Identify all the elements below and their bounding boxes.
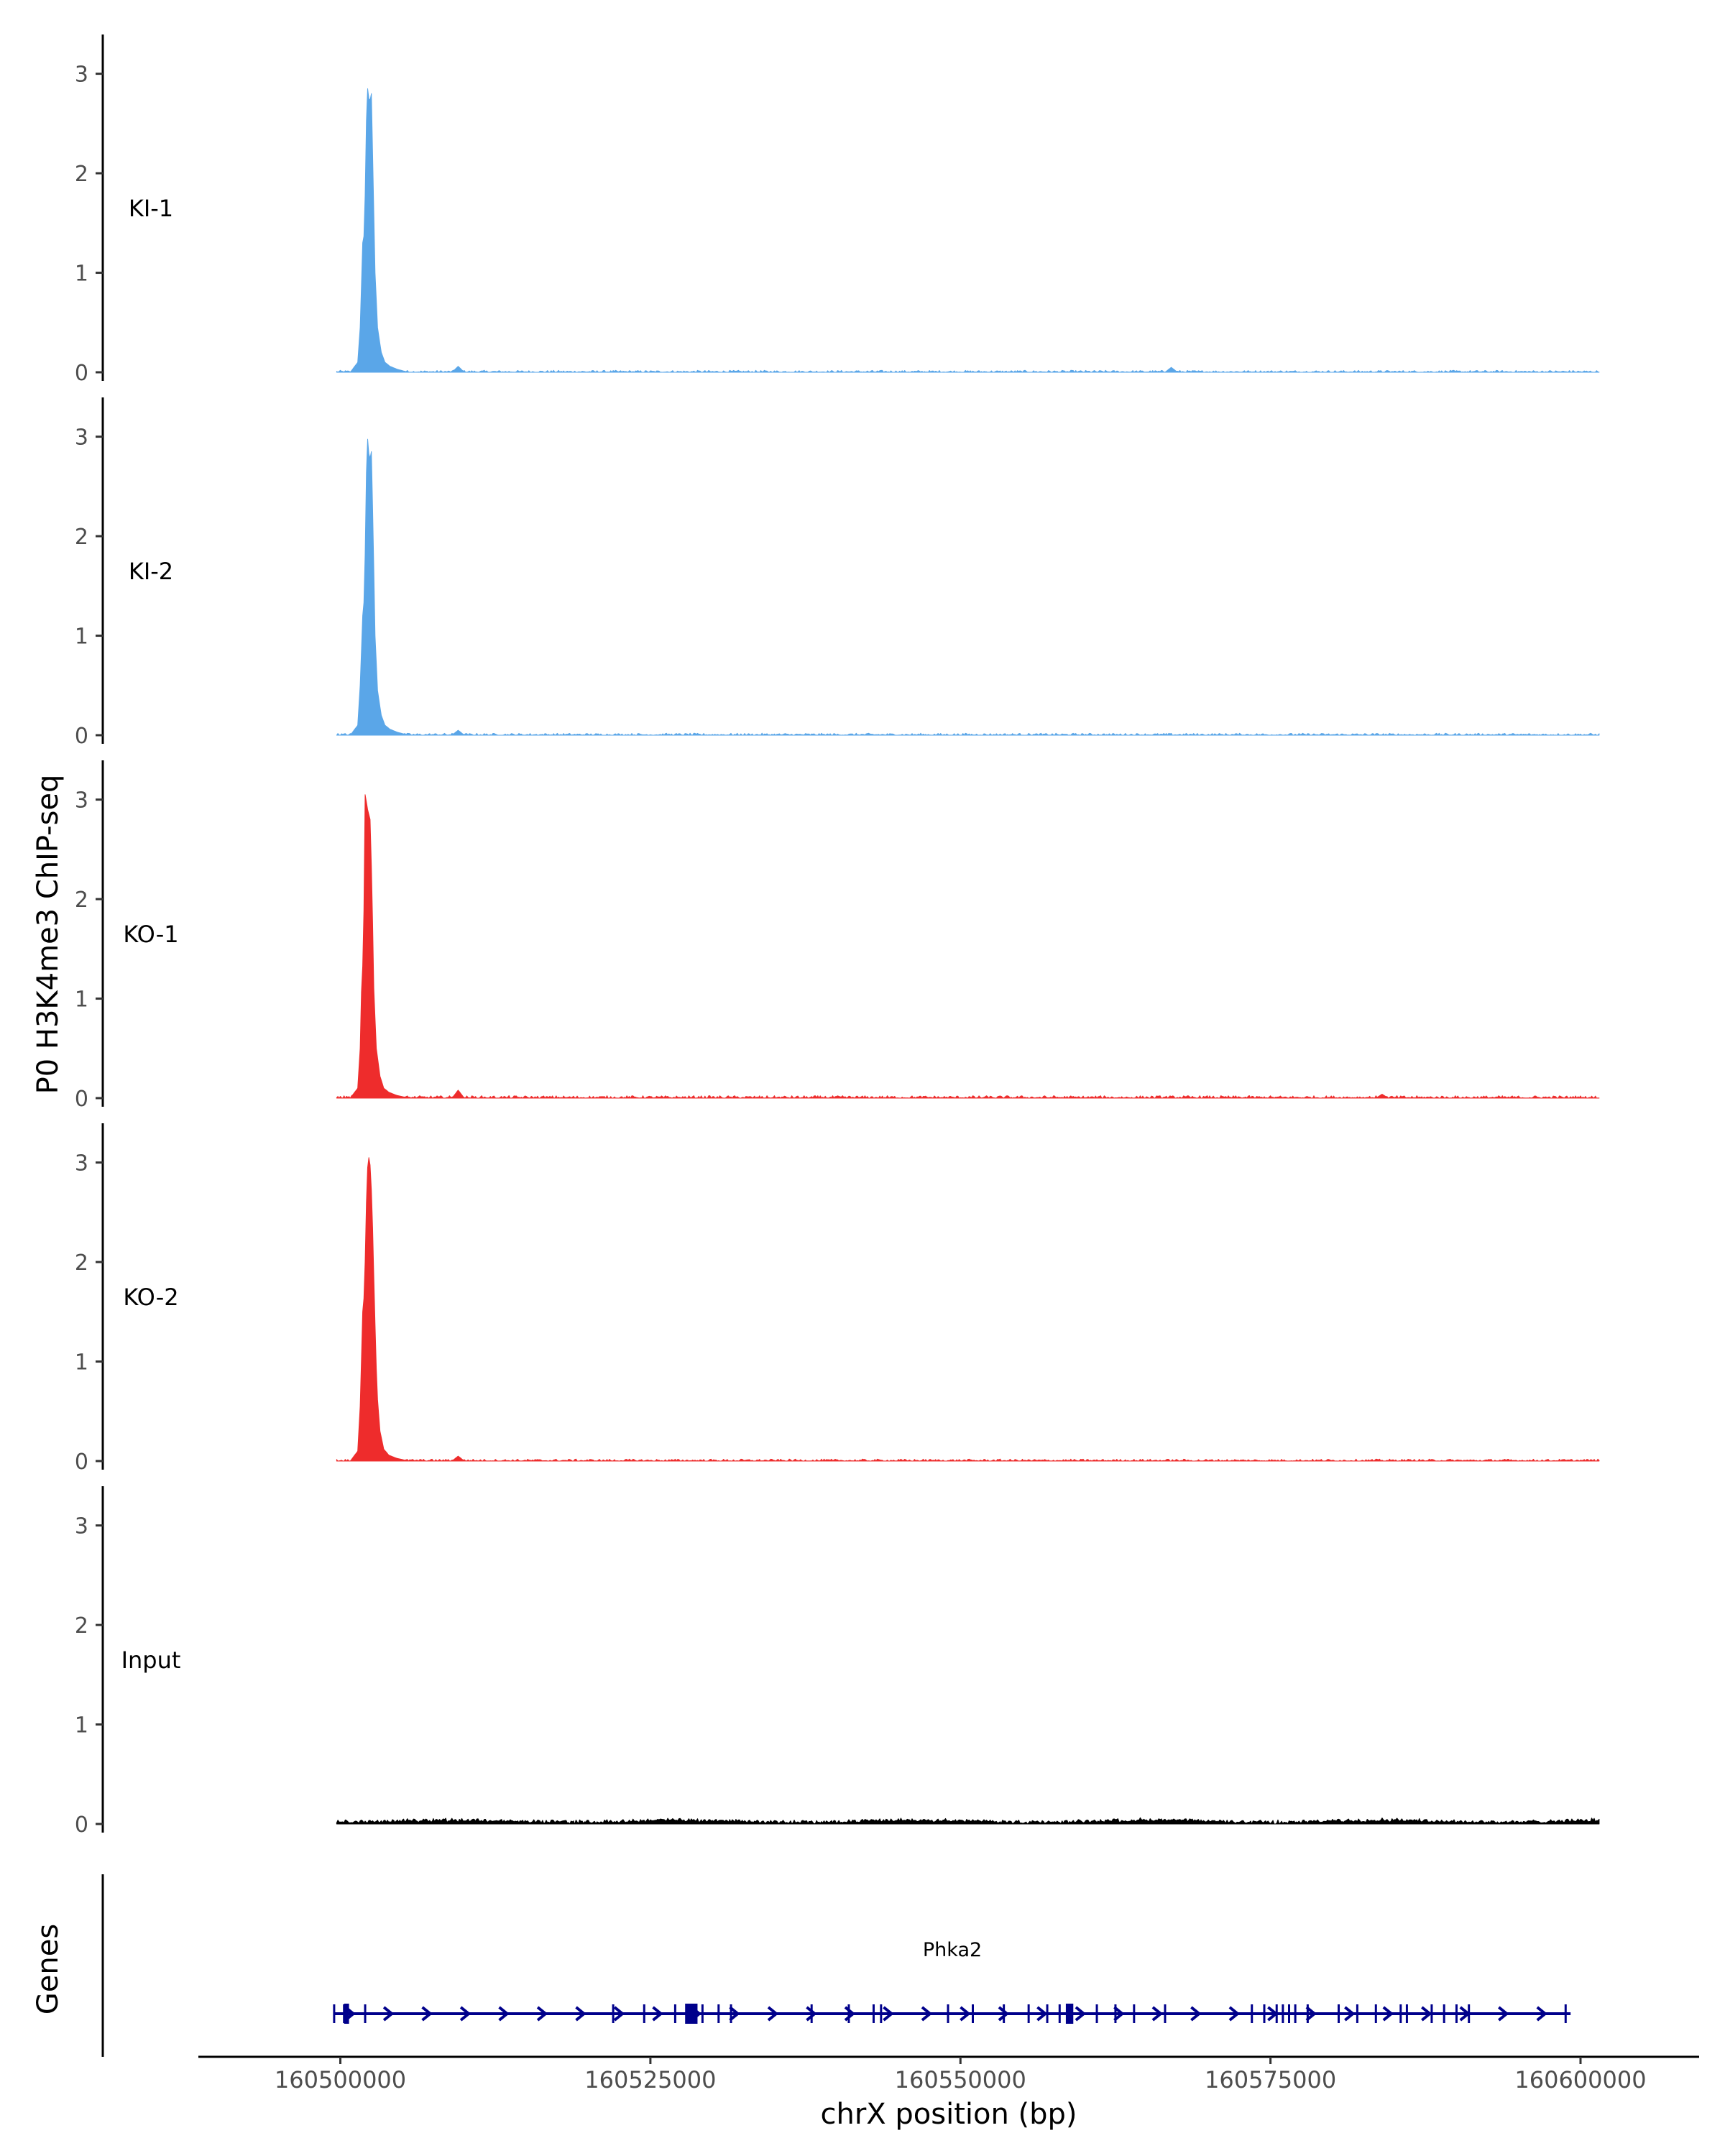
track-ko-2: 0 1 2 3 KO-2 xyxy=(75,1123,1600,1475)
y-tick-label: 1 xyxy=(75,625,88,650)
y-axis-label: P0 H3K4me3 ChIP-seq xyxy=(32,775,65,1095)
strand-arrow xyxy=(382,2006,395,2022)
y-tick-label: 2 xyxy=(75,1250,88,1276)
signal-tracks: 0 1 2 3 KI-1 0 1 2 3 KI-2 0 1 2 3 KO-1 0 1 2 3 KO-2 0 1 2 3 Inpu… xyxy=(75,34,1600,1838)
y-tick-label: 2 xyxy=(75,888,88,913)
y-tick-label: 2 xyxy=(75,525,88,550)
y-tick-label: 1 xyxy=(75,1713,88,1738)
track-name: KI-1 xyxy=(129,195,173,222)
strand-arrow xyxy=(498,2006,510,2022)
x-tick-label: 160575000 xyxy=(1205,2066,1336,2093)
y-tick-label: 3 xyxy=(75,788,88,814)
y-tick-label: 0 xyxy=(75,1087,88,1112)
x-tick-label: 160550000 xyxy=(895,2066,1026,2093)
strand-arrow xyxy=(998,2006,1010,2022)
y-tick-label: 3 xyxy=(75,425,88,451)
strand-arrow xyxy=(421,2006,433,2022)
signal-area xyxy=(336,88,1600,373)
strand-arrow xyxy=(1075,2006,1087,2022)
exon-block xyxy=(685,2004,698,2024)
x-tick-label: 160525000 xyxy=(584,2066,716,2093)
exon-block xyxy=(344,2004,349,2024)
y-tick-label: 2 xyxy=(75,162,88,187)
strand-arrow xyxy=(844,2006,856,2022)
track-ko-1: 0 1 2 3 KO-1 xyxy=(75,760,1600,1112)
y-tick-label: 2 xyxy=(75,1613,88,1639)
track-name: KO-1 xyxy=(123,921,178,948)
signal-area xyxy=(336,1817,1600,1825)
strand-arrow xyxy=(652,2006,663,2022)
strand-arrow xyxy=(960,2006,971,2022)
y-tick-label: 1 xyxy=(75,262,88,287)
strand-arrow xyxy=(1536,2006,1547,2022)
strand-arrow xyxy=(1190,2006,1202,2022)
strand-arrow xyxy=(1498,2006,1509,2022)
y-tick-label: 0 xyxy=(75,1812,88,1838)
x-axis-label: chrX position (bp) xyxy=(820,2098,1077,2131)
strand-arrow xyxy=(1228,2006,1241,2022)
strand-arrow xyxy=(1421,2006,1432,2022)
strand-arrow xyxy=(767,2006,779,2022)
strand-arrow xyxy=(344,2006,356,2022)
track-name: Input xyxy=(121,1646,181,1674)
gene-track: Phka2 xyxy=(101,1874,1571,2057)
y-tick-label: 3 xyxy=(75,1514,88,1539)
strand-arrow xyxy=(1305,2006,1317,2022)
y-tick-label: 0 xyxy=(75,361,88,386)
strand-arrow xyxy=(536,2006,548,2022)
x-tick-label: 160600000 xyxy=(1514,2066,1646,2093)
signal-area xyxy=(336,1157,1600,1462)
track-ki-1: 0 1 2 3 KI-1 xyxy=(75,34,1600,386)
y-tick-label: 0 xyxy=(75,1450,88,1475)
strand-arrow xyxy=(459,2006,472,2022)
y-tick-label: 1 xyxy=(75,1350,88,1376)
gene-track-label: Genes xyxy=(32,1924,65,2014)
strand-arrow xyxy=(690,2006,702,2022)
strand-arrow xyxy=(883,2006,894,2022)
signal-area xyxy=(336,438,1600,736)
y-tick-label: 3 xyxy=(75,63,88,88)
strand-arrow xyxy=(1113,2006,1125,2022)
track-ki-2: 0 1 2 3 KI-2 xyxy=(75,397,1600,749)
strand-arrow xyxy=(729,2006,740,2022)
strand-arrow xyxy=(1344,2006,1356,2022)
strand-arrow xyxy=(1267,2006,1279,2022)
y-tick-label: 1 xyxy=(75,987,88,1013)
x-axis: 160500000 160525000 160550000 160575000 1606… xyxy=(198,2055,1699,2093)
x-tick-label: 160500000 xyxy=(275,2066,406,2093)
y-tick-label: 3 xyxy=(75,1151,88,1176)
strand-arrow xyxy=(575,2006,586,2022)
track-name: KO-2 xyxy=(123,1284,178,1311)
y-tick-label: 0 xyxy=(75,724,88,749)
strand-arrow xyxy=(1151,2006,1164,2022)
exon-block xyxy=(1065,2004,1074,2024)
strand-arrow xyxy=(921,2006,933,2022)
gene-name: Phka2 xyxy=(923,1939,982,1961)
track-input: 0 1 2 3 Input xyxy=(75,1486,1600,1838)
strand-arrow xyxy=(613,2006,625,2022)
strand-arrow xyxy=(1382,2006,1394,2022)
strand-arrow xyxy=(1036,2006,1048,2022)
strand-arrow xyxy=(1459,2006,1471,2022)
signal-area xyxy=(336,794,1600,1099)
strand-arrow xyxy=(806,2006,817,2022)
track-name: KI-2 xyxy=(129,558,173,585)
